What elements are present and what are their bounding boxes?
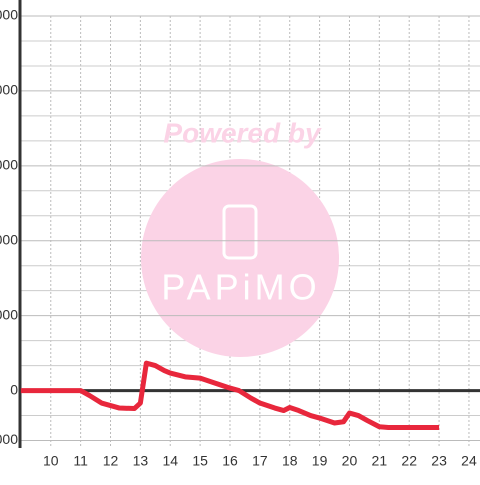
x-tick-label: 23 <box>431 453 447 469</box>
x-tick-label: 16 <box>222 453 238 469</box>
y-tick-label: -20,000 <box>0 431 18 447</box>
y-tick-label: 150,000 <box>0 7 18 23</box>
x-tick-label: 13 <box>133 453 149 469</box>
x-tick-label: 12 <box>103 453 119 469</box>
x-tick-label: 14 <box>162 453 178 469</box>
y-tick-label: 120,000 <box>0 82 18 98</box>
watermark-text: Powered by <box>163 117 322 148</box>
y-tick-label: 0 <box>10 381 18 397</box>
x-tick-label: 10 <box>43 453 59 469</box>
y-tick-label: 60,000 <box>0 231 18 247</box>
x-tick-label: 21 <box>372 453 388 469</box>
x-tick-label: 11 <box>73 453 88 469</box>
x-tick-label: 20 <box>342 453 358 469</box>
x-tick-label: 22 <box>401 453 417 469</box>
watermark-logo: PAPiMO <box>161 267 320 308</box>
x-tick-label: 24 <box>461 453 477 469</box>
x-tick-label: 15 <box>192 453 208 469</box>
line <box>20 360 440 431</box>
y-tick-label: 90,000 <box>0 157 18 173</box>
x-tick-label: 18 <box>282 453 298 469</box>
x-tick-label: 17 <box>252 453 268 469</box>
y-tick-label: 30,000 <box>0 306 18 322</box>
watermark-icon <box>222 204 258 260</box>
x-tick-label: 19 <box>312 453 328 469</box>
